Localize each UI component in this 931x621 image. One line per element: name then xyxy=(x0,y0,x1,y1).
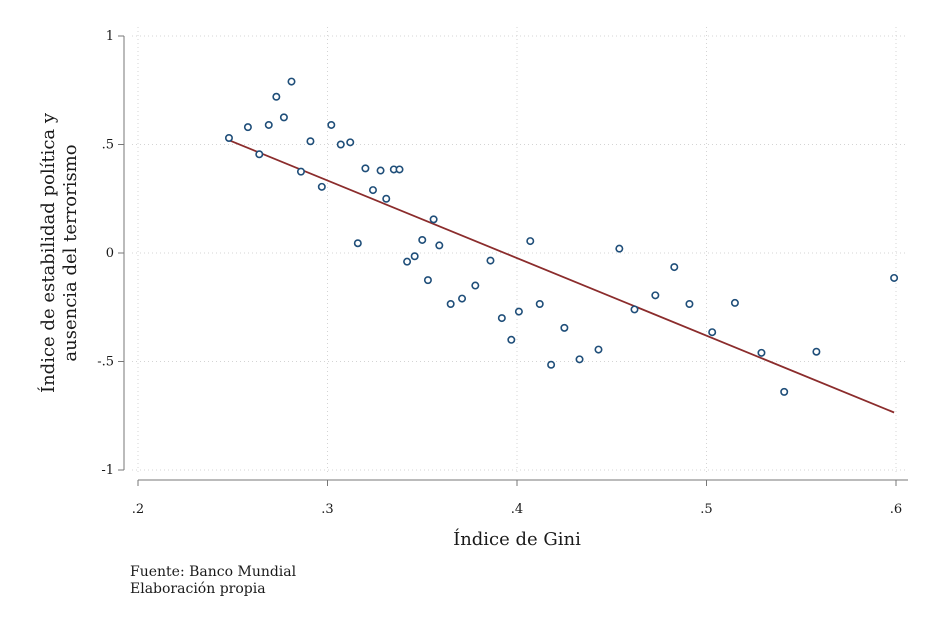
data-point xyxy=(429,215,438,224)
data-point xyxy=(507,335,516,344)
data-point xyxy=(486,256,495,265)
data-point xyxy=(346,138,355,147)
data-point xyxy=(353,239,362,248)
data-point xyxy=(471,281,480,290)
data-point xyxy=(376,166,385,175)
data-point xyxy=(272,92,281,101)
x-tick-label: .6 xyxy=(890,502,902,517)
data-point xyxy=(361,164,370,173)
data-point xyxy=(890,273,899,282)
data-point xyxy=(410,252,419,261)
axes: 1 .5 0 -.5 -1 .2 .3 .4 .5 .6 xyxy=(97,29,908,517)
y-tick-label: -.5 xyxy=(97,355,114,370)
x-tick-label: .3 xyxy=(321,502,333,517)
y-tick-label: -1 xyxy=(101,463,114,478)
data-points xyxy=(224,77,899,396)
data-point xyxy=(594,345,603,354)
data-point xyxy=(382,194,391,203)
data-point xyxy=(514,307,523,316)
data-point xyxy=(526,237,535,246)
data-point xyxy=(497,314,506,323)
data-point xyxy=(547,360,556,369)
data-point xyxy=(264,120,273,129)
data-point xyxy=(296,167,305,176)
data-point xyxy=(368,186,377,195)
data-point xyxy=(535,299,544,308)
data-point xyxy=(651,291,660,300)
data-point xyxy=(446,299,455,308)
data-point xyxy=(395,165,404,174)
data-point xyxy=(670,263,679,272)
data-point xyxy=(418,235,427,244)
fit-line-group xyxy=(228,139,895,414)
y-tick-label: 1 xyxy=(106,29,114,44)
data-point xyxy=(780,387,789,396)
data-point xyxy=(730,298,739,307)
y-axis-title-line-1: Índice de estabilidad política y xyxy=(36,112,59,393)
data-point xyxy=(243,123,252,132)
data-point xyxy=(685,299,694,308)
grid xyxy=(132,27,908,472)
data-point xyxy=(458,294,467,303)
credit-note: Elaboración propia xyxy=(130,581,266,597)
fit-line xyxy=(228,139,895,414)
x-axis-title: Índice de Gini xyxy=(453,527,581,550)
data-point xyxy=(757,348,766,357)
data-point xyxy=(423,276,432,285)
data-point xyxy=(435,241,444,250)
y-axis-title-line-2: ausencia del terrorismo xyxy=(60,144,81,361)
data-point xyxy=(560,323,569,332)
data-point xyxy=(403,257,412,266)
y-tick-label: 0 xyxy=(106,246,114,261)
data-point xyxy=(327,120,336,129)
data-point xyxy=(630,305,639,314)
data-point xyxy=(575,355,584,364)
data-point xyxy=(336,140,345,149)
data-point xyxy=(317,182,326,191)
data-point xyxy=(306,137,315,146)
data-point xyxy=(287,77,296,86)
data-point xyxy=(708,328,717,337)
x-tick-label: .2 xyxy=(132,502,144,517)
data-point xyxy=(224,133,233,142)
x-tick-label: .5 xyxy=(700,502,712,517)
data-point xyxy=(255,150,264,159)
source-note: Fuente: Banco Mundial xyxy=(130,564,297,580)
data-point xyxy=(615,244,624,253)
y-tick-label: .5 xyxy=(102,138,114,153)
x-tick-label: .4 xyxy=(511,502,523,517)
data-point xyxy=(812,347,821,356)
data-point xyxy=(279,113,288,122)
